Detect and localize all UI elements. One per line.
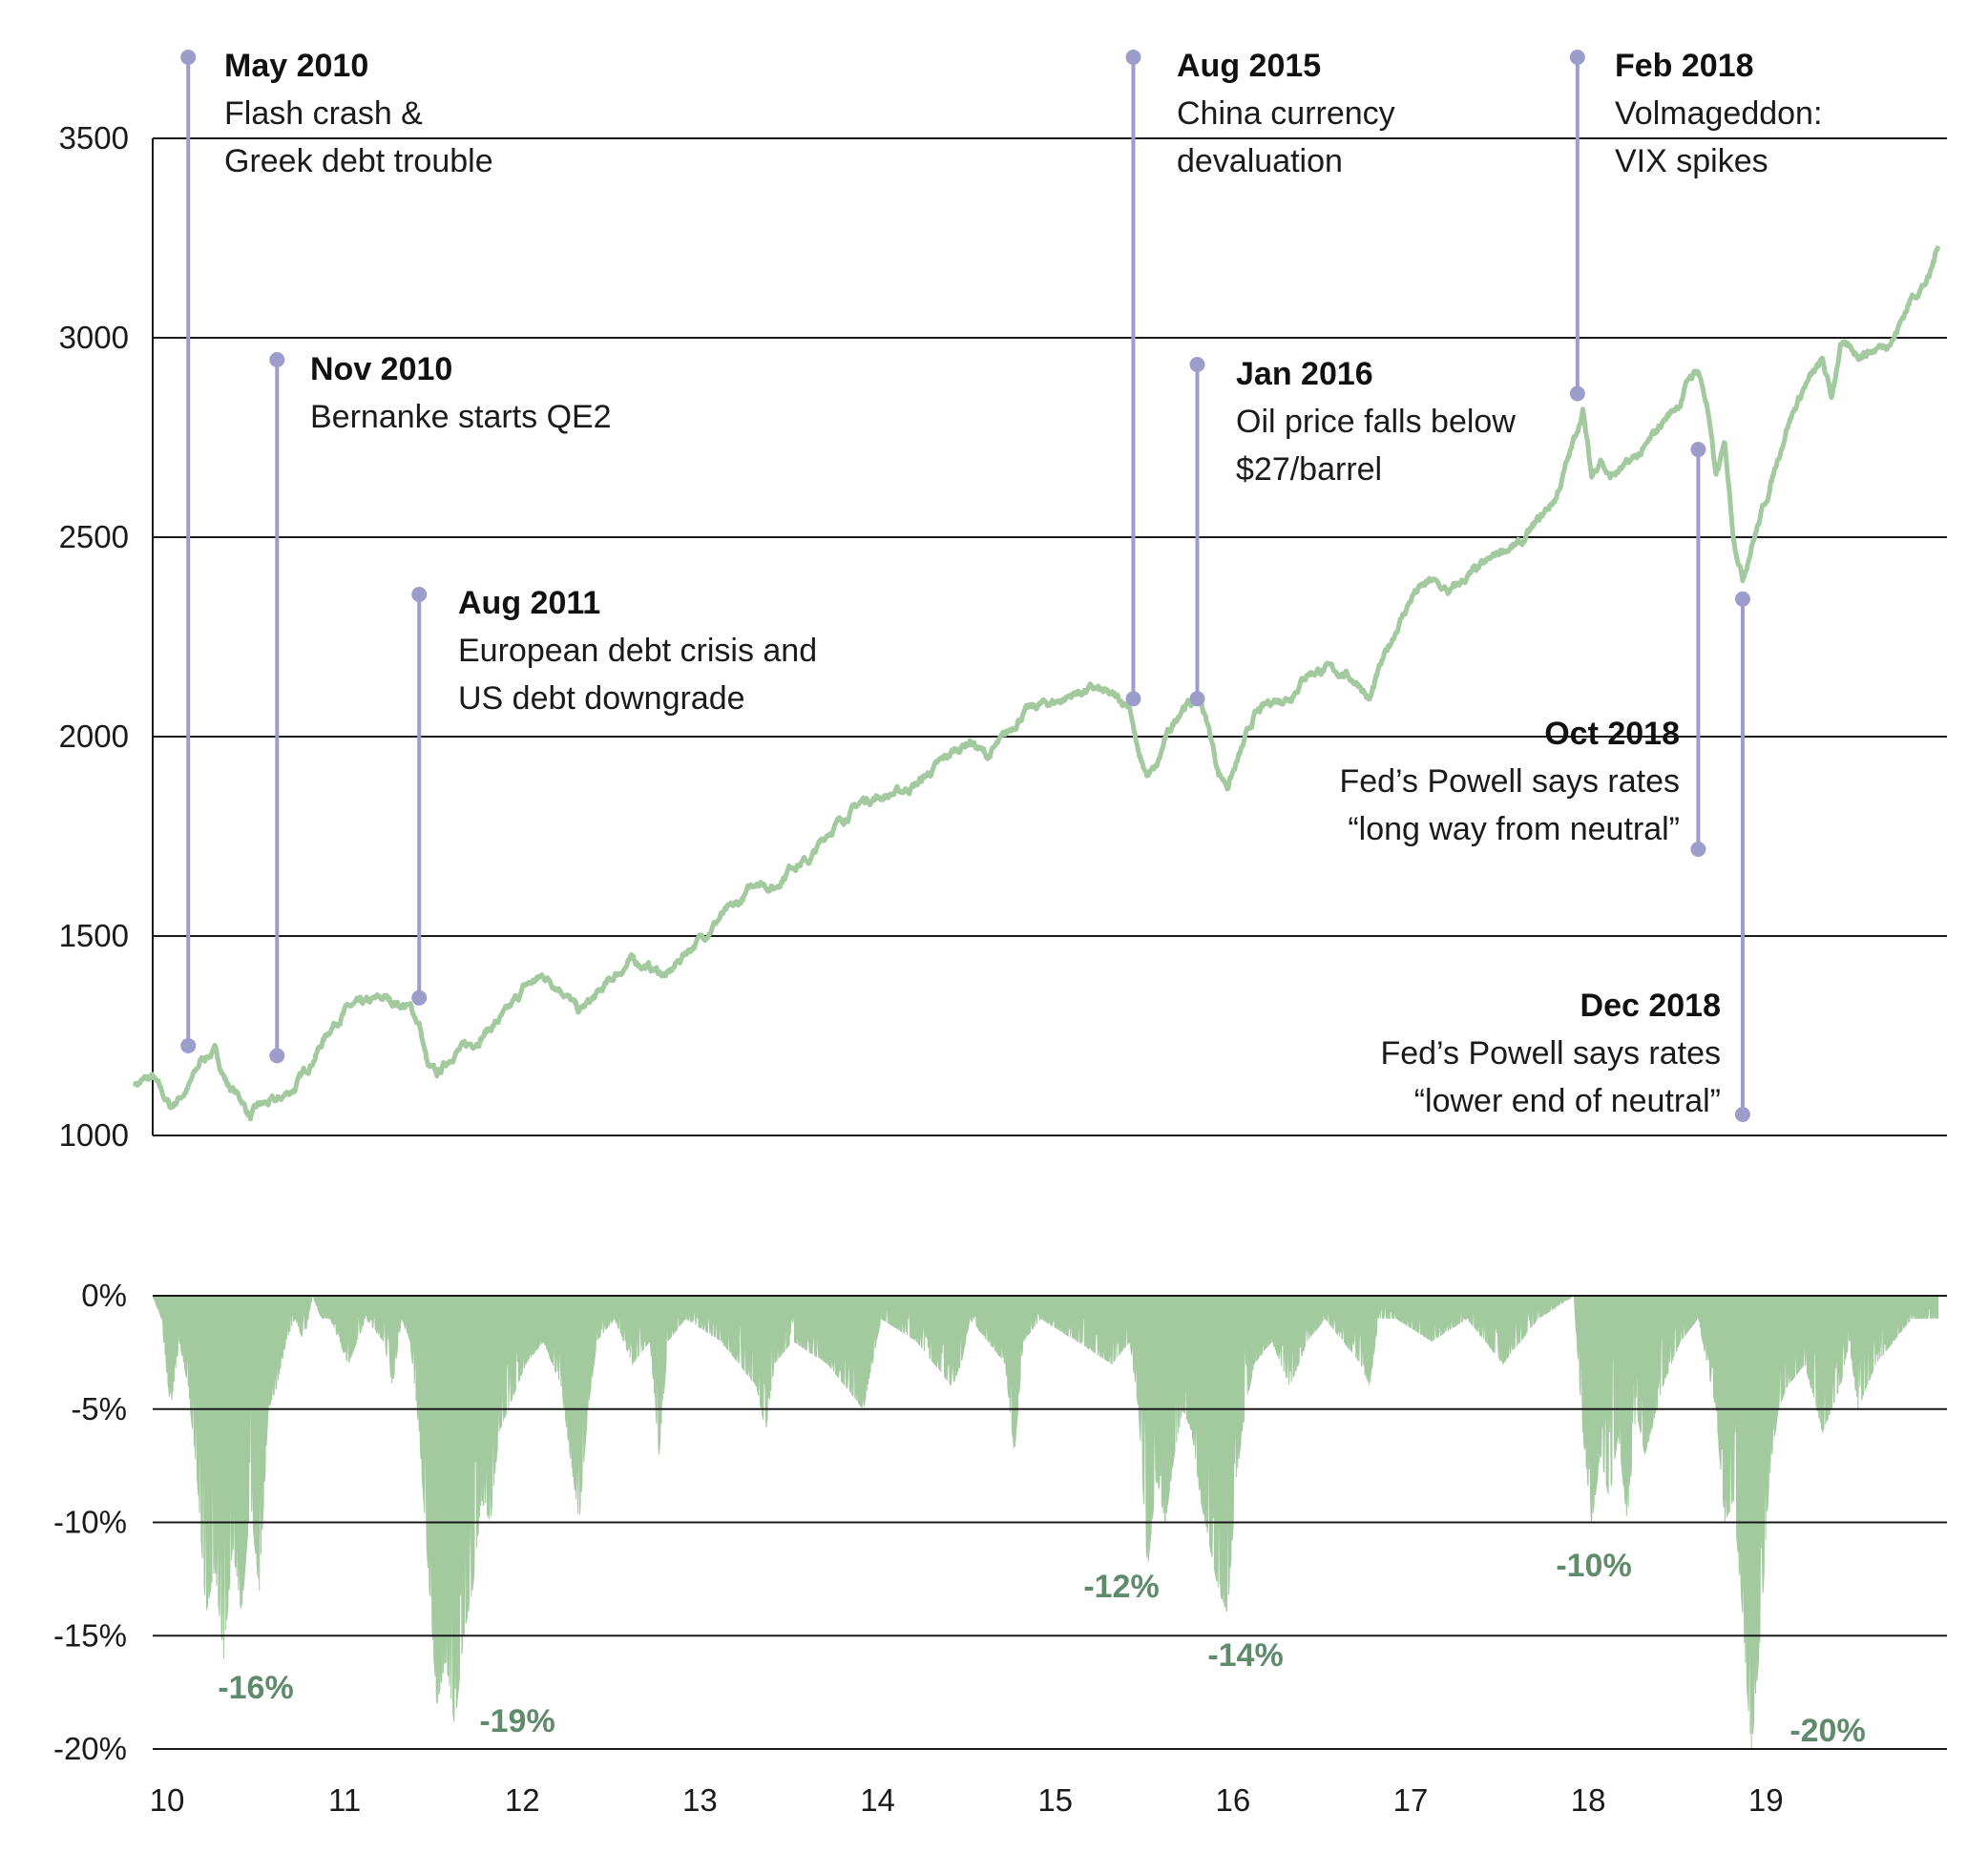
drawdown-y-tick-label: 0% [81,1278,127,1313]
x-tick-label: 14 [860,1782,895,1818]
drawdown-y-tick-label: -5% [71,1391,127,1426]
annotation-description: US debt downgrade [458,680,745,717]
annotation-description: Greek debt trouble [224,143,493,179]
price-gridlines [152,137,1947,1136]
annotation-data-marker [411,989,428,1006]
annotation-end-marker [411,587,428,602]
drawdown-y-tick-label: -10% [53,1505,127,1540]
x-tick-label: 13 [682,1782,718,1818]
annotation-data-marker [1189,691,1205,707]
annotation-data-marker [180,1037,197,1053]
x-tick-label: 19 [1748,1782,1784,1818]
price-y-tick-label: 1000 [59,1117,129,1153]
annotation-description: European debt crisis and [458,633,817,669]
annotation-end-marker [1734,1107,1750,1122]
x-tick-label: 15 [1037,1782,1073,1818]
annotation-title: Feb 2018 [1615,48,1754,84]
annotation-oct-2018: Oct 2018 Fed’s Powell says rates “long way… [1339,442,1706,857]
drawdown-labels: -16% -19% -12% -14% -10% -20% [218,1548,1865,1749]
x-tick-label: 12 [505,1782,540,1818]
price-y-tick-label: 3500 [59,120,129,156]
annotation-title: Aug 2015 [1177,48,1321,84]
x-tick-label: 18 [1571,1782,1606,1818]
annotation-description: Oil price falls below [1236,404,1516,440]
annotation-data-marker [1690,442,1706,458]
x-tick-label: 16 [1215,1782,1250,1818]
annotation-title: May 2010 [224,48,368,84]
annotation-end-marker [1189,357,1205,372]
annotation-end-marker [1569,50,1585,65]
price-y-tick-label: 2500 [59,519,129,554]
annotation-jan-2016: Jan 2016 Oil price falls below $27/barrel [1189,356,1516,707]
annotation-dec-2018: Dec 2018 Fed’s Powell says rates “lower en… [1380,591,1750,1122]
drawdown-y-tick-label: -15% [53,1617,127,1653]
annotation-nov-2010: Nov 2010 Bernanke starts QE2 [269,351,612,1064]
annotation-end-marker [269,352,285,367]
price-panel: 1000 1500 2000 2500 3000 3500 May 2010 Flash c… [59,48,1947,1153]
drawdown-series [152,1294,1939,1750]
drawdown-trough-label: -12% [1083,1569,1159,1605]
price-series [132,245,1941,1122]
annotation-description: Bernanke starts QE2 [310,399,612,435]
annotation-description: VIX spikes [1615,143,1768,179]
annotation-description: Fed’s Powell says rates [1339,763,1680,800]
annotation-aug-2015: Aug 2015 China currency devaluation [1125,48,1395,707]
annotation-may-2010: May 2010 Flash crash & Greek debt trouble [180,48,493,1053]
annotation-description: Flash crash & [224,95,423,132]
drawdown-trough-label: -16% [218,1670,293,1706]
annotation-data-marker [1569,385,1585,402]
annotation-data-marker [1125,691,1141,707]
x-axis: 10 11 12 13 14 15 16 17 18 19 [150,1782,1784,1818]
annotation-feb-2018: Feb 2018 Volmageddon: VIX spikes [1569,48,1822,402]
x-tick-label: 17 [1393,1782,1429,1818]
annotation-description: $27/barrel [1236,451,1382,488]
drawdown-trough-label: -10% [1556,1548,1631,1584]
annotation-title: Oct 2018 [1544,716,1680,752]
drawdown-gridlines [153,1295,1947,1750]
annotation-description: devaluation [1177,143,1343,179]
drawdown-trough-label: -20% [1789,1713,1865,1749]
drawdown-panel: 0% -5% -10% -15% -20% -16% -19% -12% -14% -10% -2… [53,1278,1947,1818]
price-y-tick-label: 2000 [59,718,129,754]
annotation-description: “lower end of neutral” [1414,1083,1721,1119]
price-y-axis: 1000 1500 2000 2500 3000 3500 [59,120,129,1153]
price-y-tick-label: 3000 [59,320,129,355]
drawdown-y-axis: 0% -5% -10% -15% -20% [53,1278,127,1766]
annotation-description: “long way from neutral” [1348,811,1680,847]
annotation-aug-2011: Aug 2011 European debt crisis and US debt … [411,585,817,1006]
annotation-description: Fed’s Powell says rates [1380,1035,1721,1072]
price-line [132,245,1941,1122]
annotation-end-marker [1125,50,1141,65]
annotation-title: Jan 2016 [1236,356,1373,392]
x-tick-label: 10 [150,1782,185,1818]
drawdown-area [152,1294,1939,1750]
annotation-end-marker [180,50,197,65]
annotation-description: China currency [1177,95,1395,132]
annotation-title: Nov 2010 [310,351,452,387]
x-tick-label: 11 [328,1782,361,1818]
annotation-title: Aug 2011 [458,585,600,621]
annotation-description: Volmageddon: [1615,95,1822,132]
drawdown-y-tick-label: -20% [53,1731,127,1766]
price-y-tick-label: 1500 [59,918,129,953]
annotation-data-marker [269,1048,285,1064]
annotation-data-marker [1734,591,1750,607]
drawdown-trough-label: -14% [1207,1637,1283,1674]
event-annotations: May 2010 Flash crash & Greek debt trouble N… [180,48,1822,1122]
annotation-title: Dec 2018 [1580,988,1721,1024]
annotation-end-marker [1690,842,1706,857]
drawdown-trough-label: -19% [479,1703,555,1739]
